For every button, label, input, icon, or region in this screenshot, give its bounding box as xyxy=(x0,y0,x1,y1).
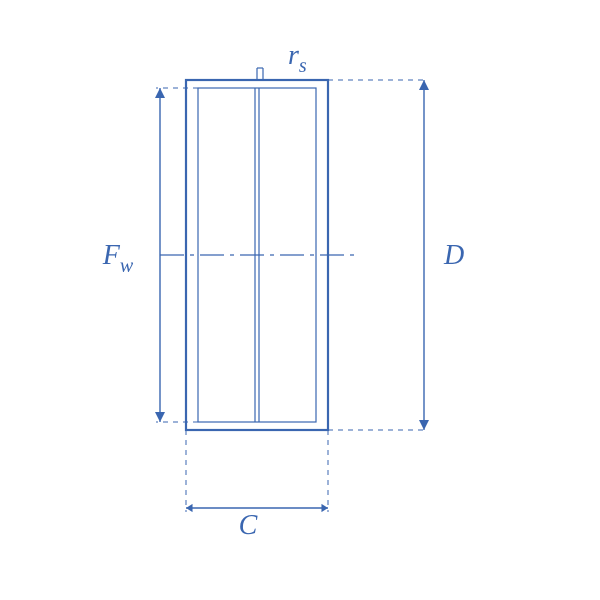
dimension-label-fw: Fw xyxy=(102,240,134,277)
dimension-label-rs: rs xyxy=(288,40,307,77)
dimension-label-c: C xyxy=(239,510,258,541)
bearing-cross-section-diagram: Fw D Crs xyxy=(0,0,600,600)
dimension-label-d: D xyxy=(443,240,464,271)
